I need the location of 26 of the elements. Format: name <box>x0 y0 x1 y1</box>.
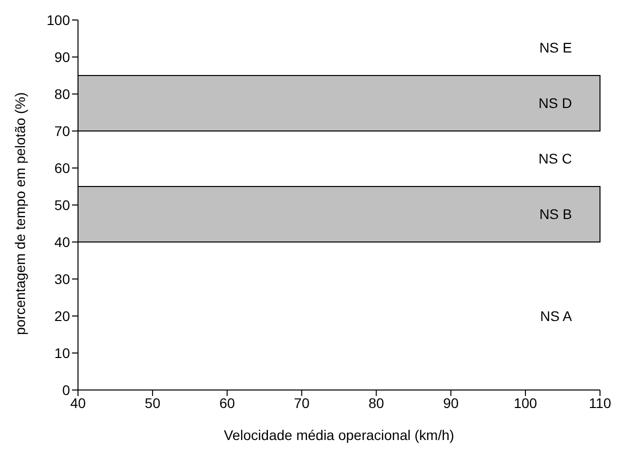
y-tick-label: 70 <box>54 122 70 139</box>
y-axis-title: porcentagem de tempo em pelotão (%) <box>12 92 28 335</box>
y-tick-label: 100 <box>46 12 70 28</box>
y-tick-label: 60 <box>54 160 70 176</box>
y-tick-label: 20 <box>54 308 70 324</box>
y-tick-label: 30 <box>54 270 70 287</box>
y-tick-label: 0 <box>62 382 70 398</box>
y-tick-label: 90 <box>54 48 70 65</box>
annotation: NS C <box>538 150 572 167</box>
band-label: NS D <box>538 95 572 112</box>
x-tick-label: 60 <box>219 394 236 411</box>
annotation: NS E <box>539 40 572 56</box>
y-tick-label: 40 <box>54 234 70 250</box>
y-tick-label: 50 <box>54 196 70 213</box>
x-axis-title: Velocidade média operacional (km/h) <box>224 427 454 443</box>
x-tick-label: 80 <box>368 394 384 411</box>
y-tick-label: 80 <box>54 86 70 102</box>
band-label: NS B <box>539 206 572 222</box>
annotation: NS A <box>540 308 573 324</box>
x-tick-label: 110 <box>588 394 612 411</box>
x-tick-label: 70 <box>294 394 310 411</box>
x-tick-label: 40 <box>70 394 86 411</box>
x-tick-label: 50 <box>144 394 161 411</box>
x-tick-label: 90 <box>443 394 459 411</box>
x-tick-label: 100 <box>514 394 538 411</box>
y-tick-label: 10 <box>54 344 70 361</box>
